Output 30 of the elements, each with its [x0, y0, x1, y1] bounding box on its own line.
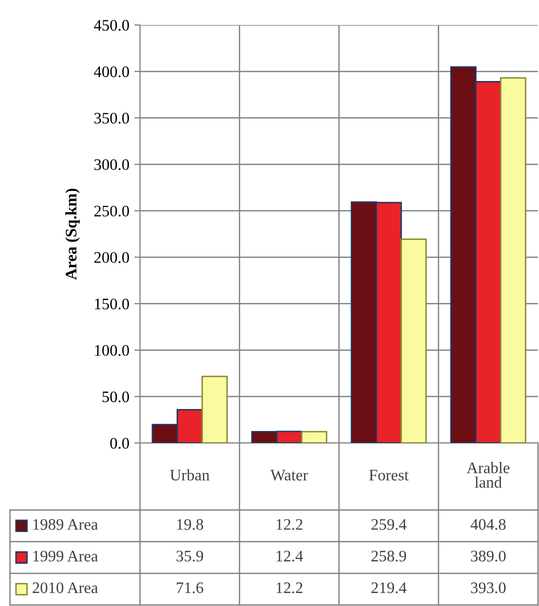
y-tick-label: 0.0: [110, 438, 129, 449]
y-tick-label: 200.0: [94, 252, 129, 263]
data-label: 258.9: [371, 550, 406, 562]
legend-label: 1999 Area: [33, 550, 98, 562]
x-tick-label: Forest: [369, 470, 409, 480]
y-tick-label: 450.0: [94, 20, 129, 31]
x-tick-label: Urban: [170, 469, 210, 480]
y-tick-label: 250.0: [94, 206, 129, 217]
data-label: 12.2: [276, 519, 302, 530]
data-label: 12.4: [276, 550, 303, 562]
x-tick-label: Arable land: [466, 462, 510, 488]
data-label: 389.0: [471, 550, 506, 562]
data-label: 19.8: [177, 519, 204, 530]
data-label: 219.4: [371, 582, 406, 594]
y-tick-label: 350.0: [94, 112, 129, 124]
y-tick-label: 100.0: [95, 345, 129, 356]
y-tick-label: 300.0: [94, 159, 129, 170]
data-label: 71.6: [176, 582, 204, 594]
x-tick-label: Water: [270, 470, 308, 481]
data-label: 35.9: [176, 550, 204, 562]
y-tick-label: 400.0: [94, 66, 129, 78]
y-tick-label: 50.0: [102, 391, 129, 402]
data-label: 259.4: [371, 519, 406, 530]
y-tick-label: 150.0: [95, 298, 129, 310]
data-label: 404.8: [470, 519, 506, 530]
legend-label: 1989 Area: [33, 519, 98, 530]
data-label: 12.2: [276, 582, 302, 594]
y-axis-title: Area (Sq.km): [65, 188, 80, 280]
data-label: 393.0: [471, 582, 506, 594]
legend-label: 2010 Area: [32, 582, 98, 594]
